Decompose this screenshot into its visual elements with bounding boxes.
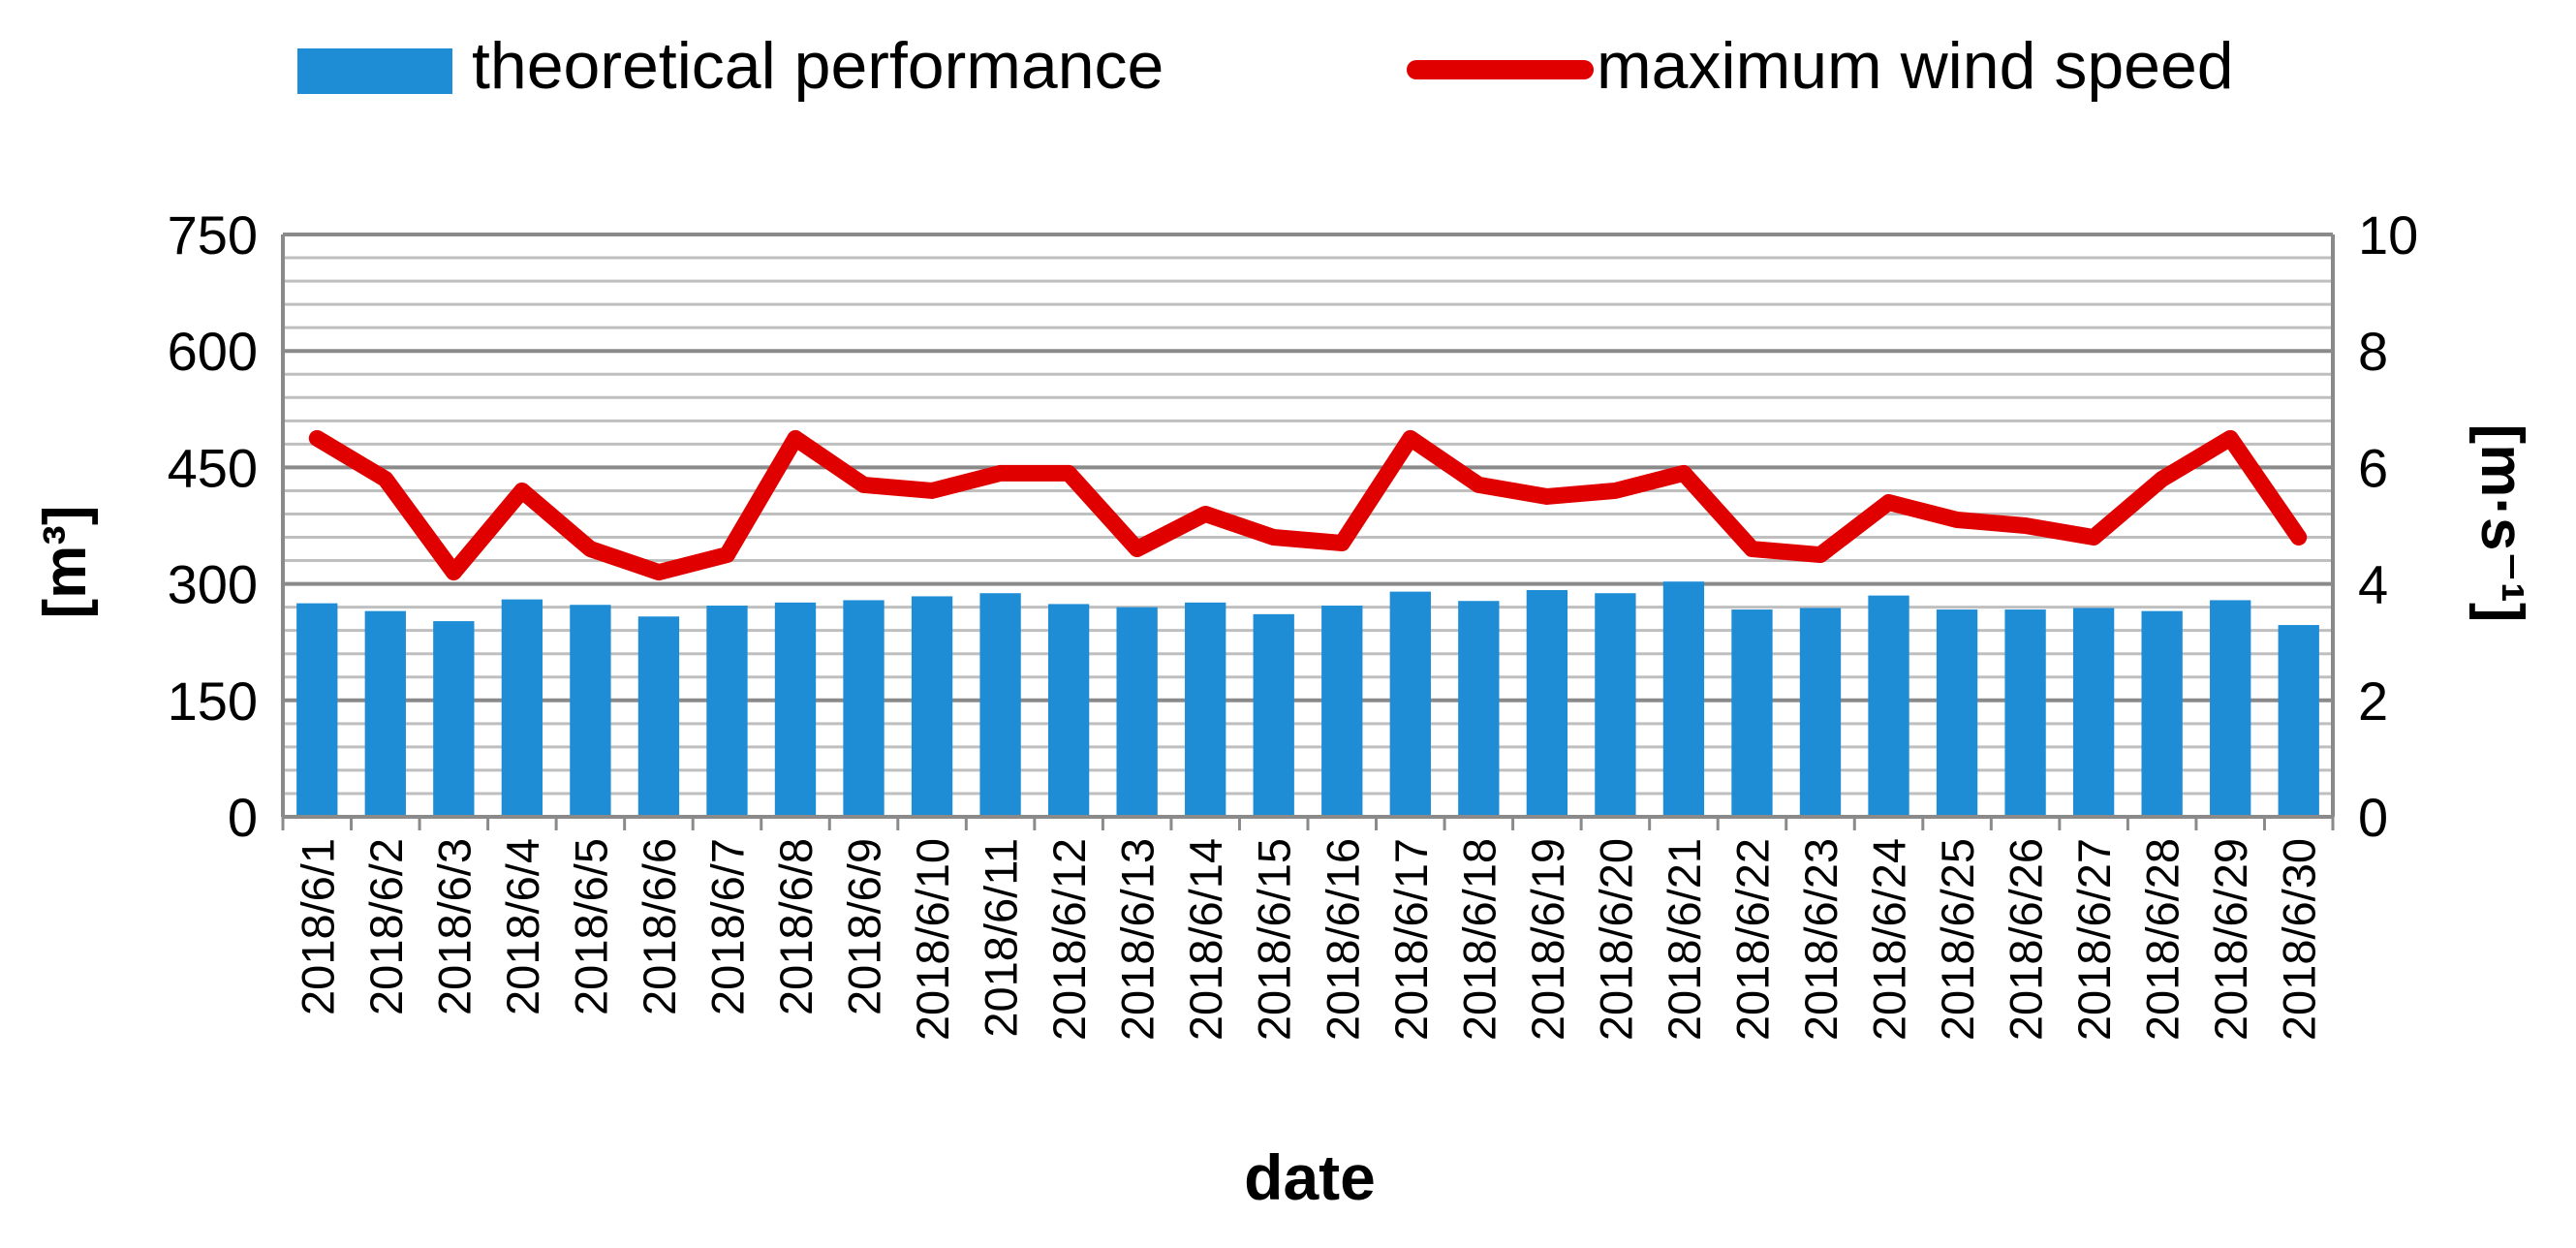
legend-label-line: maximum wind speed (1597, 29, 2234, 103)
x-tick-label: 2018/6/15 (1249, 838, 1300, 1041)
y-tick-label-left: 600 (168, 321, 258, 382)
x-tick-label: 2018/6/2 (360, 838, 412, 1015)
x-tick-label: 2018/6/10 (907, 838, 958, 1041)
y-axis-left-title: [m³] (32, 505, 99, 618)
x-tick-label: 2018/6/20 (1590, 838, 1641, 1041)
bar (2210, 600, 2250, 817)
y-tick-label-right: 4 (2358, 554, 2388, 615)
bar (2004, 609, 2045, 817)
x-axis-title: date (1244, 1141, 1376, 1213)
bar (1595, 593, 1635, 817)
legend-label-bar: theoretical performance (472, 29, 1164, 103)
x-tick-label: 2018/6/25 (1932, 838, 1983, 1041)
y-tick-label-right: 10 (2358, 204, 2418, 265)
bar (706, 606, 747, 817)
bar (1937, 609, 1977, 817)
x-tick-label: 2018/6/1 (292, 838, 343, 1015)
bar (1527, 590, 1567, 817)
bar (502, 600, 543, 817)
x-tick-label: 2018/6/14 (1180, 838, 1231, 1041)
x-tick-label: 2018/6/26 (2001, 838, 2052, 1041)
bar (296, 604, 337, 817)
bar (433, 621, 474, 817)
bar (1048, 604, 1089, 817)
x-tick-label: 2018/6/3 (428, 838, 480, 1015)
y-tick-label-right: 6 (2358, 437, 2388, 498)
y-tick-label-left: 450 (168, 437, 258, 498)
y-tick-label-right: 2 (2358, 671, 2388, 732)
x-tick-label: 2018/6/24 (1864, 838, 1915, 1041)
x-tick-label: 2018/6/23 (1795, 838, 1847, 1041)
bar (365, 611, 406, 817)
legend-swatch-bar (297, 48, 452, 94)
bar (2142, 611, 2183, 817)
x-tick-label: 2018/6/12 (1043, 838, 1095, 1041)
y-tick-label-left: 300 (168, 554, 258, 615)
bar (1800, 608, 1841, 817)
y-tick-label-left: 750 (168, 204, 258, 265)
bar (1117, 608, 1158, 817)
x-tick-label: 2018/6/8 (770, 838, 822, 1015)
bar (1321, 606, 1362, 817)
bar (912, 596, 952, 817)
bar (2073, 608, 2114, 817)
x-tick-label: 2018/6/27 (2068, 838, 2120, 1041)
x-tick-label: 2018/6/16 (1317, 838, 1368, 1041)
x-tick-label: 2018/6/17 (1385, 838, 1437, 1041)
bar (1185, 603, 1226, 817)
bar (1390, 592, 1431, 817)
bar (979, 593, 1020, 817)
bar (775, 603, 816, 817)
x-tick-label: 2018/6/28 (2137, 838, 2188, 1041)
y-tick-label-right: 8 (2358, 321, 2388, 382)
bar (638, 616, 679, 817)
bar (1731, 609, 1772, 817)
y-axis-right-title: [m·s⁻¹] (2468, 424, 2535, 623)
x-tick-label: 2018/6/4 (497, 838, 548, 1015)
bar (570, 605, 610, 817)
y-tick-label-left: 0 (228, 787, 258, 848)
x-tick-label: 2018/6/11 (976, 838, 1027, 1038)
x-tick-label: 2018/6/22 (1726, 838, 1778, 1041)
x-tick-label: 2018/6/6 (634, 838, 685, 1015)
y-tick-label-left: 150 (168, 671, 258, 732)
x-tick-label: 2018/6/21 (1659, 838, 1710, 1041)
x-tick-label: 2018/6/19 (1522, 838, 1573, 1041)
x-tick-label: 2018/6/29 (2205, 838, 2256, 1041)
bar (1458, 601, 1499, 817)
bar (1868, 596, 1909, 817)
x-tick-label: 2018/6/7 (701, 838, 753, 1015)
bar (1663, 581, 1704, 817)
y-tick-label-right: 0 (2358, 787, 2388, 848)
bar (1254, 614, 1294, 817)
x-tick-label: 2018/6/18 (1453, 838, 1505, 1041)
bar (2279, 625, 2319, 817)
x-tick-label: 2018/6/9 (839, 838, 890, 1015)
x-tick-label: 2018/6/30 (2274, 838, 2325, 1041)
x-tick-label: 2018/6/13 (1112, 838, 1164, 1041)
x-tick-label: 2018/6/5 (565, 838, 616, 1015)
bar (843, 600, 884, 817)
